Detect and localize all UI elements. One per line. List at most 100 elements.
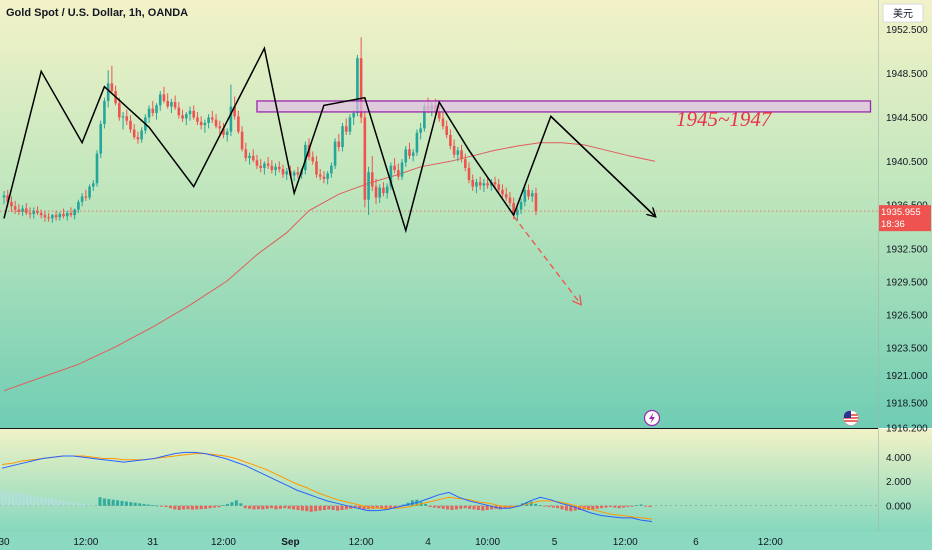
candle bbox=[207, 114, 210, 129]
projection-arrow[interactable] bbox=[550, 115, 655, 216]
candle bbox=[501, 184, 504, 198]
time-axis-label: 5 bbox=[552, 537, 558, 548]
macd-histogram-bar bbox=[69, 501, 72, 506]
candle bbox=[54, 210, 58, 221]
candle bbox=[118, 97, 121, 121]
candle bbox=[36, 206, 39, 216]
candle bbox=[281, 164, 285, 178]
candle bbox=[80, 193, 84, 207]
candle bbox=[125, 109, 129, 126]
macd-histogram-bar bbox=[644, 505, 648, 507]
macd-histogram-bar bbox=[485, 505, 489, 510]
candle bbox=[311, 151, 315, 165]
currency-button[interactable]: 美元 bbox=[882, 3, 924, 23]
macd-histogram-bar bbox=[29, 495, 32, 506]
macd-histogram-bar bbox=[226, 503, 230, 506]
candle bbox=[318, 169, 322, 180]
macd-histogram-bar bbox=[278, 505, 282, 509]
candle bbox=[17, 204, 21, 216]
candle bbox=[13, 200, 17, 214]
macd-histogram-bar bbox=[173, 505, 177, 510]
macd-histogram-bar bbox=[331, 505, 335, 510]
macd-histogram-bar bbox=[287, 505, 291, 509]
candle bbox=[170, 98, 173, 114]
macd-histogram-bar bbox=[107, 499, 111, 506]
candle bbox=[188, 106, 192, 121]
macd-histogram-bar bbox=[648, 505, 652, 507]
macd-histogram-bar bbox=[111, 499, 115, 506]
macd-line bbox=[1, 451, 653, 522]
candle bbox=[370, 155, 374, 191]
candle bbox=[199, 116, 203, 130]
time-axis-label: 12:00 bbox=[613, 537, 638, 548]
candle bbox=[523, 186, 527, 207]
lightning-icon[interactable] bbox=[643, 409, 661, 427]
candle bbox=[65, 210, 69, 221]
candle bbox=[326, 171, 329, 185]
candle bbox=[106, 70, 110, 108]
candle bbox=[110, 65, 114, 95]
macd-histogram-bar bbox=[463, 505, 467, 509]
candle bbox=[43, 210, 47, 222]
candle bbox=[95, 150, 99, 187]
candle bbox=[147, 105, 151, 123]
candle bbox=[463, 153, 467, 172]
candle bbox=[28, 207, 32, 219]
macd-histogram-bar bbox=[309, 505, 313, 512]
macd-pane-background bbox=[0, 429, 932, 532]
time-axis-label: 12:00 bbox=[349, 537, 374, 548]
candle bbox=[151, 100, 155, 117]
macd-histogram-bar bbox=[26, 494, 29, 506]
candle bbox=[456, 147, 460, 162]
candle bbox=[478, 176, 482, 190]
price-axis-label: 1929.500 bbox=[886, 278, 928, 289]
us-flag-icon[interactable] bbox=[843, 410, 859, 426]
candle bbox=[47, 212, 50, 222]
candle bbox=[225, 128, 229, 142]
macd-histogram-bar bbox=[613, 505, 617, 508]
price-axis-label: 1940.500 bbox=[886, 157, 928, 168]
candle bbox=[155, 103, 158, 120]
time-axis-label: 30 bbox=[0, 537, 10, 548]
macd-histogram-bar bbox=[353, 505, 357, 509]
candle bbox=[415, 129, 419, 156]
macd-histogram-bar bbox=[51, 498, 54, 506]
time-axis-background bbox=[0, 532, 932, 550]
macd-histogram-bar bbox=[230, 502, 234, 506]
candle bbox=[84, 189, 88, 201]
macd-histogram-bar bbox=[498, 505, 502, 510]
price-axis-label: 1916.200 bbox=[886, 424, 928, 435]
time-axis-label: 12:00 bbox=[73, 537, 98, 548]
candle bbox=[504, 187, 508, 201]
macd-histogram-bar bbox=[617, 505, 621, 509]
candle bbox=[277, 161, 281, 173]
macd-histogram-bar bbox=[450, 505, 454, 510]
alternative-projection-arrow[interactable] bbox=[513, 215, 581, 304]
macd-histogram-bar bbox=[441, 505, 445, 509]
macd-histogram-bar bbox=[8, 491, 11, 506]
candle bbox=[482, 178, 486, 193]
wave-pattern-line[interactable] bbox=[3, 46, 656, 234]
candle bbox=[493, 176, 497, 189]
candle bbox=[389, 162, 393, 190]
candle bbox=[177, 102, 181, 119]
macd-histogram-bar bbox=[252, 505, 256, 510]
macd-histogram-bar bbox=[432, 505, 436, 508]
candle bbox=[91, 179, 95, 191]
candle bbox=[486, 177, 489, 189]
candle bbox=[129, 115, 132, 133]
candle bbox=[452, 139, 456, 159]
macd-histogram-bar bbox=[322, 505, 326, 510]
macd-histogram-bar bbox=[600, 505, 604, 509]
resistance-zone[interactable] bbox=[256, 100, 872, 113]
macd-histogram-bar bbox=[76, 502, 79, 506]
price-axis-label: 1923.500 bbox=[886, 343, 928, 354]
macd-histogram-bar bbox=[300, 505, 304, 511]
macd-axis-label: 0.000 bbox=[886, 501, 911, 512]
macd-histogram-bar bbox=[305, 505, 309, 512]
macd-histogram-bar bbox=[349, 505, 353, 509]
resistance-zone-label: 1945~1947 bbox=[676, 107, 773, 131]
chart-title: Gold Spot / U.S. Dollar, 1h, OANDA bbox=[6, 7, 188, 19]
macd-histogram-bar bbox=[239, 503, 243, 506]
